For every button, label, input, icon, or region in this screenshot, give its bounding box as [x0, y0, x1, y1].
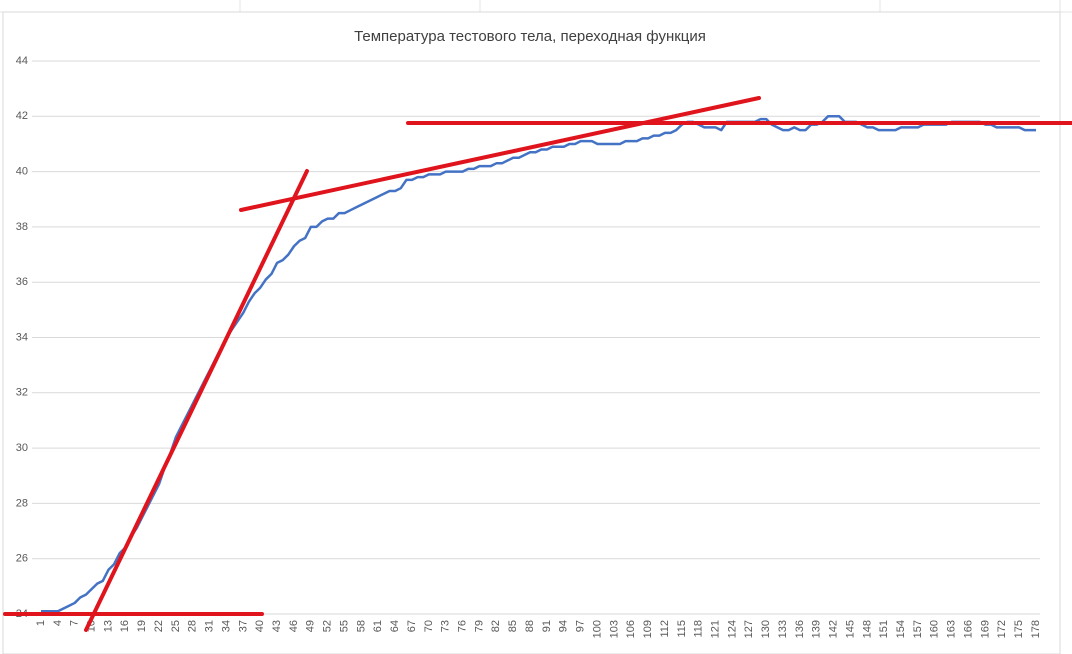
x-tick-label: 121: [709, 620, 721, 638]
annotation-line: [239, 96, 761, 212]
x-tick-label: 178: [1030, 620, 1042, 638]
x-tick-label: 55: [338, 620, 350, 632]
x-tick-label: 16: [119, 620, 131, 632]
x-tick-label: 40: [254, 620, 266, 632]
annotation-lines: [3, 96, 1072, 632]
x-tick-label: 139: [811, 620, 823, 638]
x-tick-label: 94: [558, 620, 570, 632]
x-tick-label: 76: [457, 620, 469, 632]
x-tick-label: 88: [524, 620, 536, 632]
x-tick-label: 52: [322, 620, 334, 632]
x-tick-label: 112: [659, 620, 671, 638]
x-tick-label: 70: [423, 620, 435, 632]
x-tick-label: 58: [355, 620, 367, 632]
chart-title: Температура тестового тела, переходная ф…: [354, 28, 706, 45]
x-tick-label: 109: [642, 620, 654, 638]
x-tick-label: 79: [473, 620, 485, 632]
x-tick-label: 25: [170, 620, 182, 632]
x-tick-label: 1: [35, 620, 47, 626]
x-tick-label: 157: [912, 620, 924, 638]
y-tick-label: 44: [16, 55, 28, 67]
x-tick-label: 103: [608, 620, 620, 638]
x-tick-label: 118: [693, 620, 705, 638]
x-tick-label: 28: [187, 620, 199, 632]
x-tick-label: 31: [204, 620, 216, 632]
x-tick-label: 97: [575, 620, 587, 632]
x-tick-label: 37: [237, 620, 249, 632]
x-tick-label: 166: [962, 620, 974, 638]
x-tick-label: 136: [794, 620, 806, 638]
x-tick-label: 106: [625, 620, 637, 638]
x-tick-label: 7: [69, 620, 81, 626]
y-tick-label: 28: [16, 497, 28, 509]
x-tick-label: 46: [288, 620, 300, 632]
x-tick-label: 163: [946, 620, 958, 638]
x-tick-label: 169: [979, 620, 991, 638]
y-tick-label: 40: [16, 166, 28, 178]
x-tick-label: 151: [878, 620, 890, 638]
x-tick-label: 145: [844, 620, 856, 638]
x-tick-label: 154: [895, 620, 907, 638]
x-tick-label: 73: [440, 620, 452, 632]
x-tick-label: 175: [1013, 620, 1025, 638]
x-tick-label: 61: [372, 620, 384, 632]
x-tick-label: 64: [389, 620, 401, 632]
x-tick-label: 115: [676, 620, 688, 638]
chart-area: [2, 11, 1061, 654]
y-tick-label: 26: [16, 553, 28, 565]
x-tick-label: 124: [726, 620, 738, 638]
x-tick-label: 49: [305, 620, 317, 632]
x-tick-label: 13: [102, 620, 114, 632]
y-tick-label: 32: [16, 387, 28, 399]
x-tick-label: 172: [996, 620, 1008, 638]
x-tick-label: 148: [861, 620, 873, 638]
x-tick-label: 100: [591, 620, 603, 638]
x-tick-label: 19: [136, 620, 148, 632]
x-tick-label: 142: [828, 620, 840, 638]
x-tick-label: 22: [153, 620, 165, 632]
y-tick-label: 42: [16, 110, 28, 122]
x-tick-label: 127: [743, 620, 755, 638]
x-tick-label: 133: [777, 620, 789, 638]
x-tick-label: 160: [929, 620, 941, 638]
annotation-line: [84, 169, 309, 632]
x-tick-label: 43: [271, 620, 283, 632]
x-tick-label: 82: [490, 620, 502, 632]
y-tick-label: 38: [16, 221, 28, 233]
x-tick-label: 4: [52, 620, 64, 626]
x-tick-label: 91: [541, 620, 553, 632]
x-tick-label: 34: [220, 620, 232, 632]
x-tick-label: 67: [406, 620, 418, 632]
x-tick-label: 85: [507, 620, 519, 632]
y-tick-label: 34: [16, 331, 28, 343]
x-tick-label: 130: [760, 620, 772, 638]
y-tick-label: 30: [16, 442, 28, 454]
y-tick-label: 36: [16, 276, 28, 288]
